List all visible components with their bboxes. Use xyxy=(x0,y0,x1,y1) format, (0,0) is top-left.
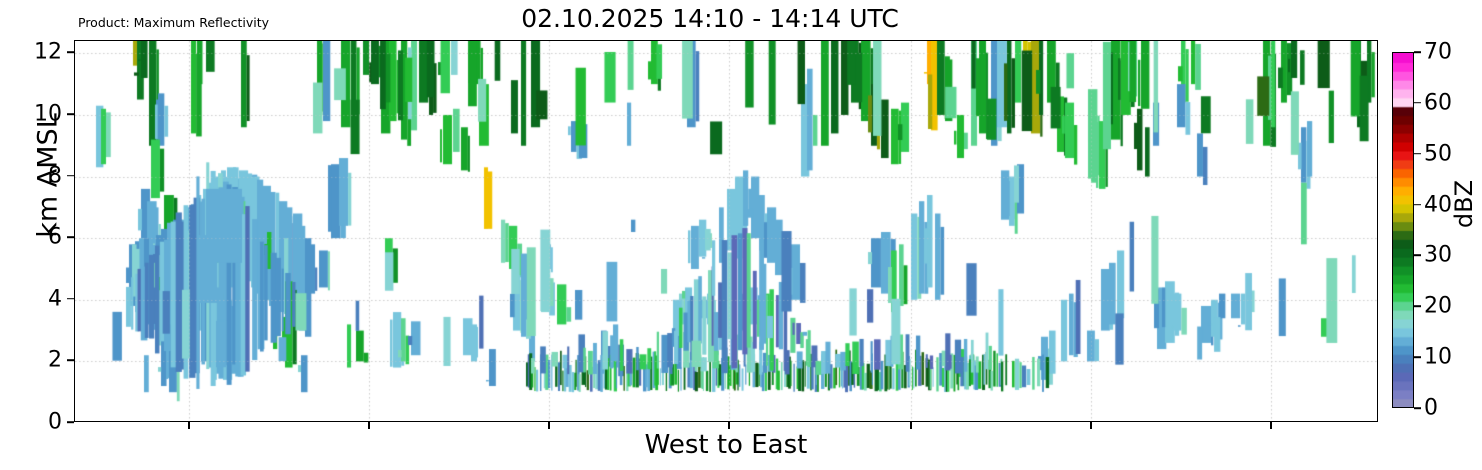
colorbar-unit-label: dBZ xyxy=(1450,179,1478,229)
colorbar-tick-label: 20 xyxy=(1424,293,1452,319)
colorbar-tick-mark xyxy=(1414,152,1421,155)
y-tick-mark xyxy=(67,174,74,177)
colorbar-tick-mark xyxy=(1414,356,1421,358)
colorbar-tick-label: 30 xyxy=(1424,242,1452,268)
colorbar xyxy=(1392,52,1414,408)
x-tick-mark xyxy=(1090,422,1092,429)
colorbar-tick-label: 50 xyxy=(1424,141,1452,167)
y-tick-mark xyxy=(67,51,74,54)
y-tick-label: 6 xyxy=(48,224,62,250)
x-tick-mark xyxy=(368,422,370,429)
y-tick-label: 0 xyxy=(48,409,62,435)
y-tick-label: 8 xyxy=(48,163,62,189)
x-tick-mark xyxy=(910,422,912,429)
colorbar-tick-label: 70 xyxy=(1424,39,1452,65)
colorbar-canvas xyxy=(1393,53,1413,407)
x-tick-mark xyxy=(188,422,190,429)
x-tick-mark xyxy=(548,422,550,429)
plot-area xyxy=(74,40,1378,422)
y-tick-label: 10 xyxy=(34,101,62,127)
colorbar-tick-mark xyxy=(1414,305,1421,308)
page-title: 02.10.2025 14:10 - 14:14 UTC xyxy=(521,4,899,33)
x-tick-mark xyxy=(1270,422,1272,429)
x-axis-title: West to East xyxy=(644,430,808,460)
colorbar-tick-mark xyxy=(1414,203,1421,206)
colorbar-tick-mark xyxy=(1414,407,1421,409)
y-tick-label: 4 xyxy=(48,286,62,312)
colorbar-tick-mark xyxy=(1414,102,1421,104)
colorbar-tick-mark xyxy=(1414,254,1421,257)
colorbar-tick-label: 10 xyxy=(1424,344,1452,370)
x-tick-mark xyxy=(728,422,730,429)
product-annotation: Product: Maximum Reflectivity xyxy=(78,15,270,30)
y-tick-mark xyxy=(67,236,74,238)
y-tick-mark xyxy=(67,421,74,423)
y-tick-mark xyxy=(67,297,74,300)
colorbar-tick-mark xyxy=(1414,51,1421,53)
reflectivity-heatmap-canvas xyxy=(75,41,1377,421)
colorbar-tick-label: 60 xyxy=(1424,90,1452,116)
y-tick-mark xyxy=(67,359,74,362)
y-tick-label: 2 xyxy=(48,347,62,373)
colorbar-tick-label: 0 xyxy=(1424,395,1438,421)
y-tick-mark xyxy=(67,113,74,115)
colorbar-tick-label: 40 xyxy=(1424,192,1452,218)
y-tick-label: 12 xyxy=(34,39,62,65)
